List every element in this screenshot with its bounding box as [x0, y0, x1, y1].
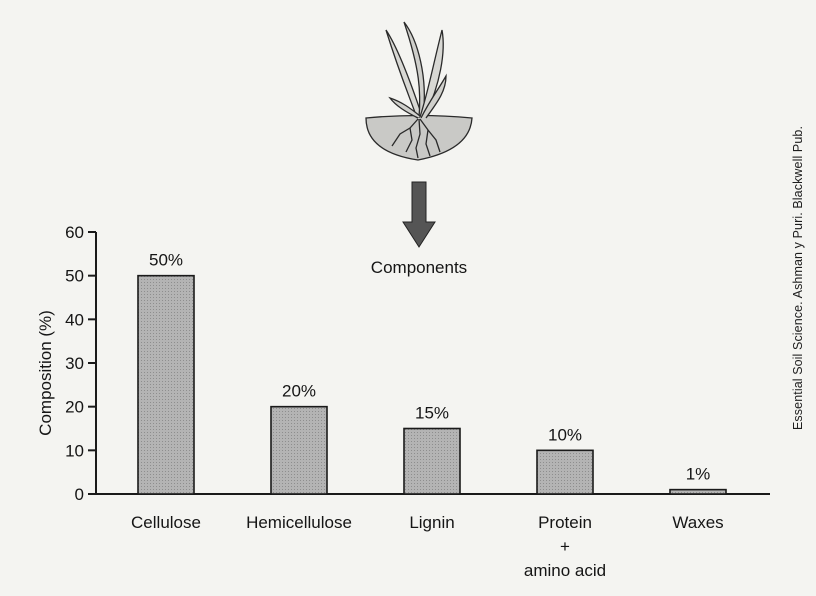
data-label: 20% — [282, 382, 316, 401]
y-tick-label: 0 — [75, 485, 84, 504]
x-tick-label: Protein — [538, 513, 592, 532]
y-tick-label: 50 — [65, 267, 84, 286]
x-tick-label: Lignin — [409, 513, 454, 532]
data-label: 50% — [149, 251, 183, 270]
y-tick-label: 30 — [65, 354, 84, 373]
down-arrow-icon — [402, 181, 436, 248]
y-tick-label: 40 — [65, 310, 84, 329]
bar-lignin — [403, 427, 461, 495]
components-label: Components — [371, 258, 467, 277]
y-tick-label: 10 — [65, 441, 84, 460]
data-label: 10% — [548, 425, 582, 444]
bar-hemicellulose — [270, 405, 328, 495]
bar-waxes — [669, 488, 727, 495]
x-tick-label: Waxes — [672, 513, 723, 532]
bar-cellulose — [137, 274, 195, 495]
chart-axes: 0 10 20 30 40 50 60 — [65, 223, 770, 504]
data-label: 1% — [686, 465, 711, 484]
bar-protein — [536, 449, 594, 495]
plant-icon — [365, 21, 473, 161]
data-label: 15% — [415, 404, 449, 423]
chart-labels: 50% Cellulose 20% Hemicellulose 15% Lignin 10%… — [131, 251, 724, 580]
y-tick-label: 60 — [65, 223, 84, 242]
x-tick-label: Cellulose — [131, 513, 201, 532]
y-axis-label: Composition (%) — [36, 310, 55, 436]
x-tick-label: Hemicellulose — [246, 513, 352, 532]
x-tick-label: amino acid — [524, 561, 606, 580]
chart-bars — [137, 274, 727, 495]
x-tick-label: + — [560, 537, 570, 556]
y-tick-label: 20 — [65, 398, 84, 417]
